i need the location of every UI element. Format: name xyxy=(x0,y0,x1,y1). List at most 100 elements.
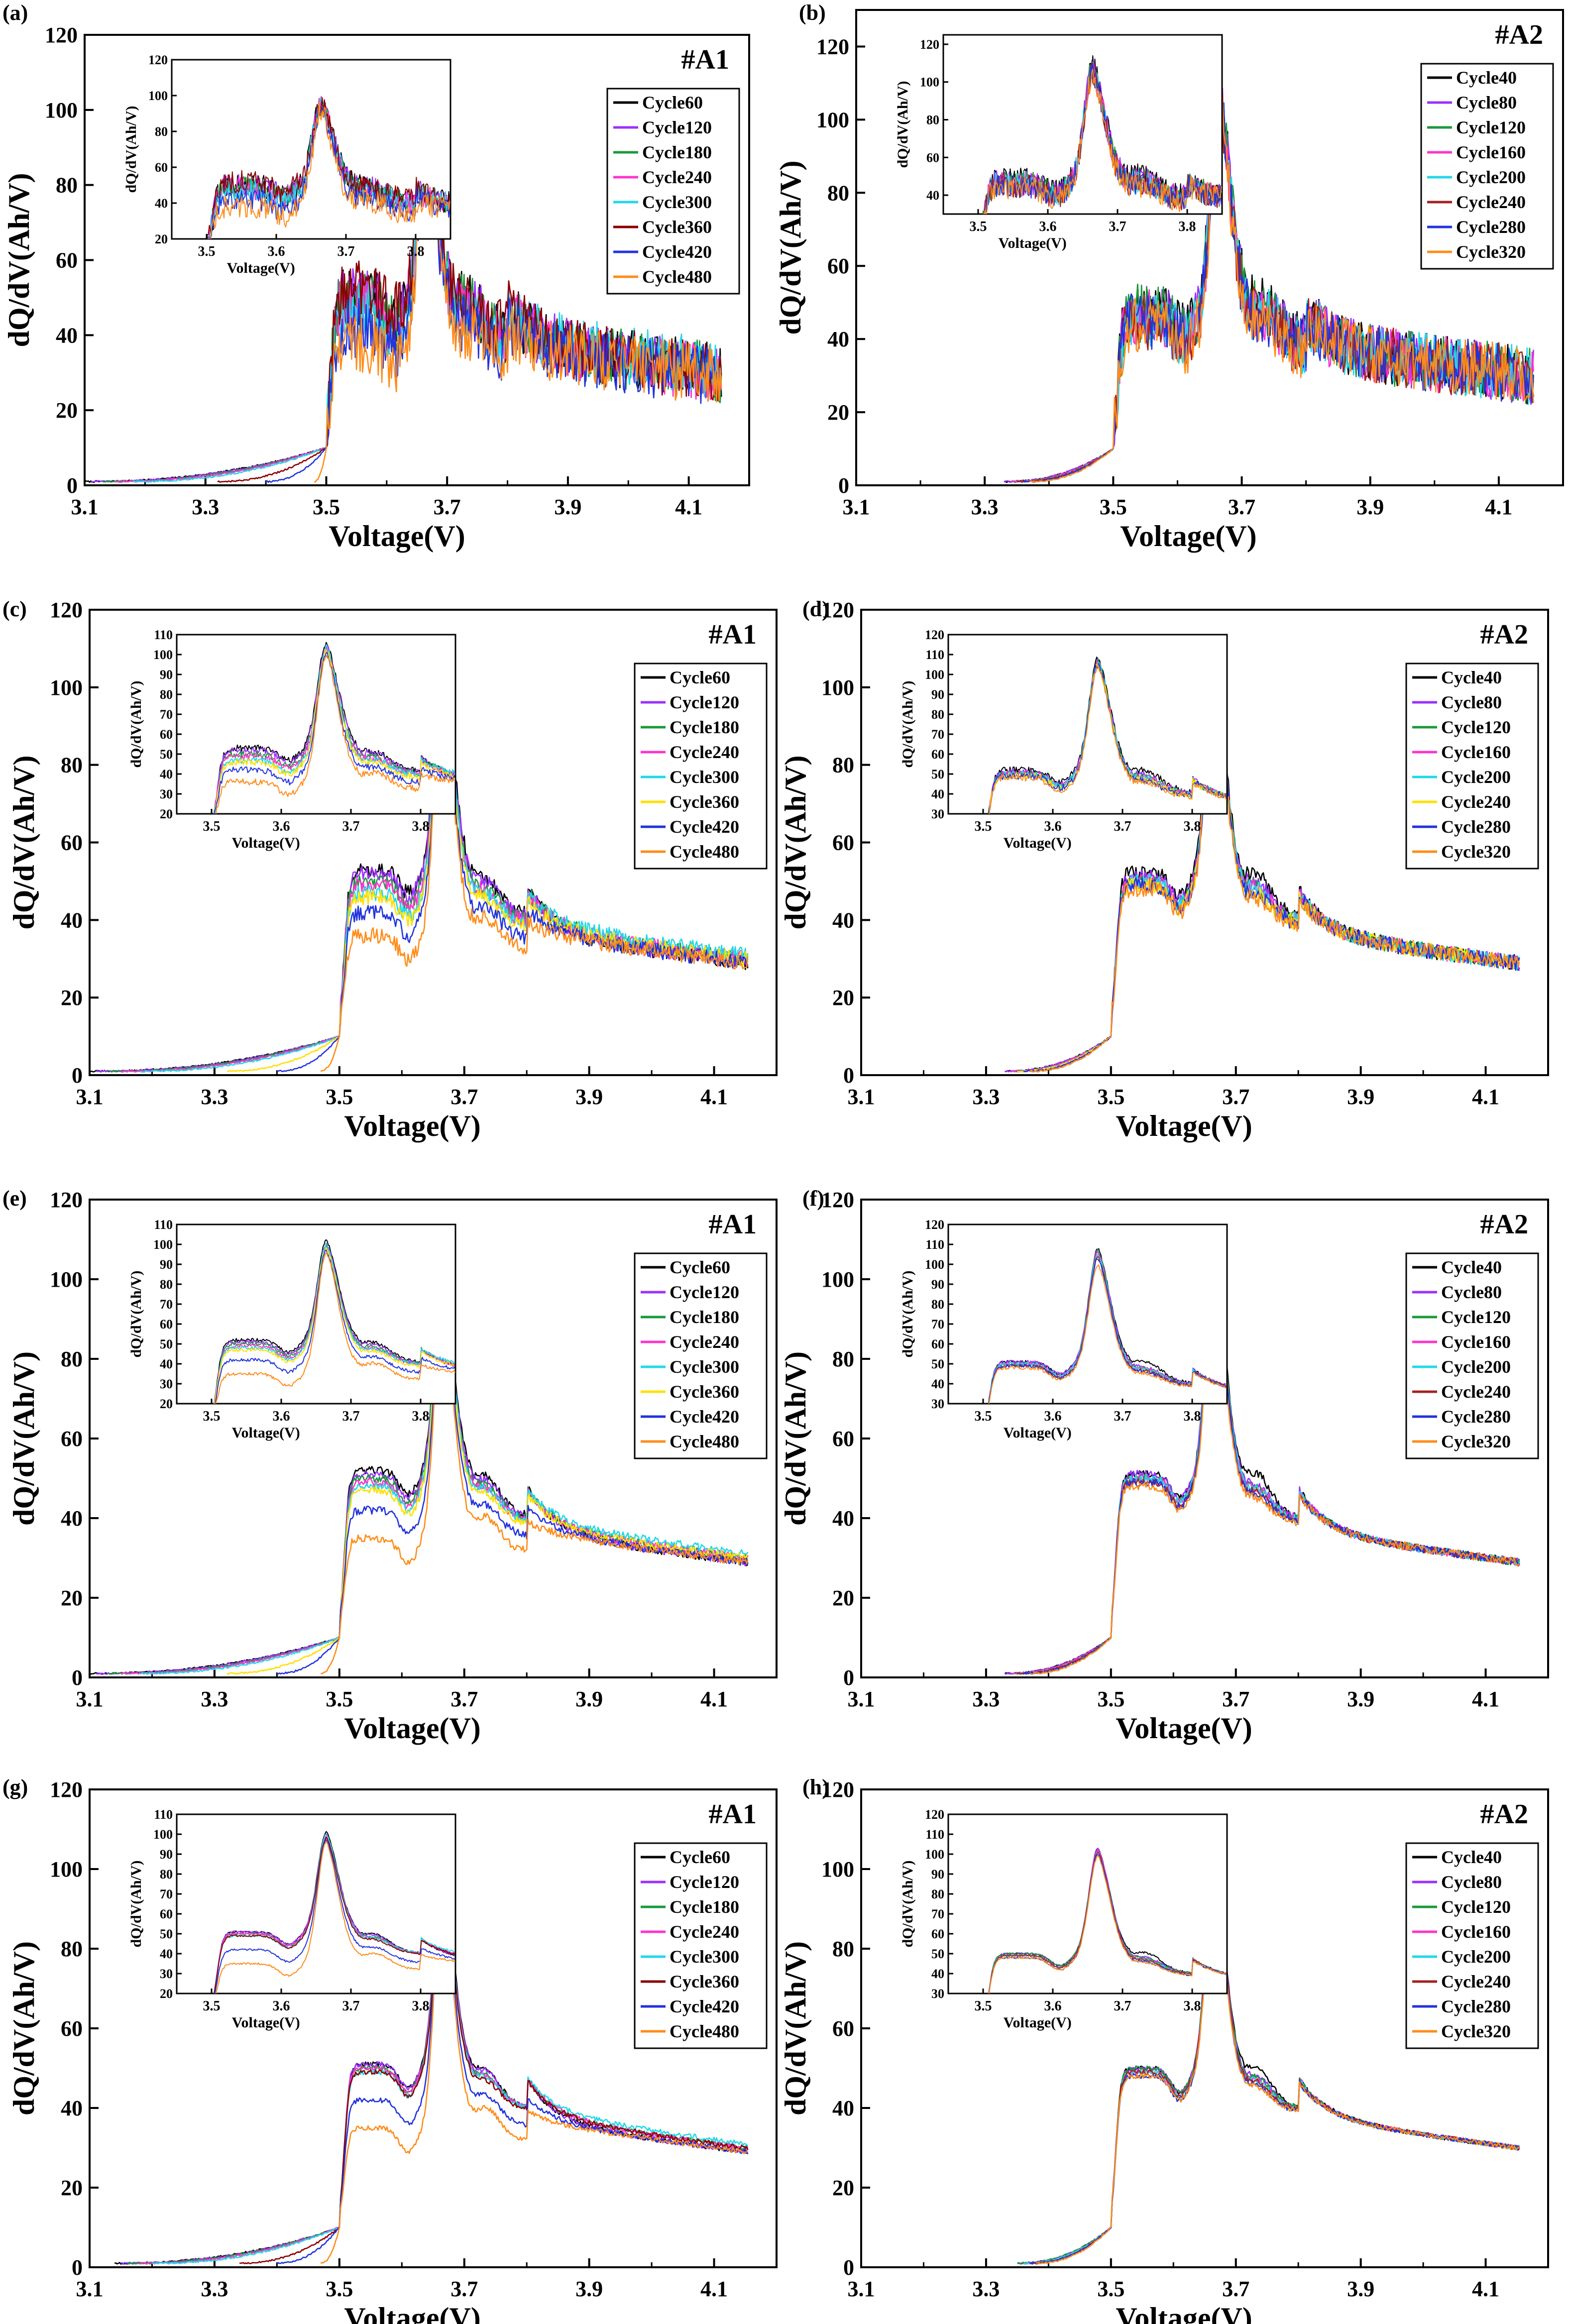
inset-x-tick-label: 3.8 xyxy=(1184,1998,1201,2014)
inset-y-tick-label: 30 xyxy=(931,1397,944,1411)
legend-label: Cycle320 xyxy=(1456,242,1526,262)
y-tick-label: 100 xyxy=(50,1267,83,1292)
inset-y-tick-label: 100 xyxy=(920,75,939,90)
inset-series-group xyxy=(988,1848,1227,1993)
inset-y-tick-label: 50 xyxy=(160,1337,173,1351)
inset-x-tick-label: 3.5 xyxy=(198,244,216,259)
inset-y-tick-label: 110 xyxy=(925,1237,944,1252)
y-axis-label: dQ/dV(Ah/V) xyxy=(779,755,812,929)
y-tick-label: 80 xyxy=(61,753,83,777)
series-line-cycle240 xyxy=(1016,88,1534,483)
x-tick-label: 3.3 xyxy=(201,1687,228,1711)
x-tick-label: 3.7 xyxy=(450,1085,478,1109)
x-axis-label: Voltage(V) xyxy=(344,1109,480,1142)
inset-y-tick-label: 30 xyxy=(160,1377,173,1391)
inset-x-tick-label: 3.7 xyxy=(1109,219,1126,234)
inset-x-tick-label: 3.7 xyxy=(342,819,360,834)
legend-label: Cycle240 xyxy=(670,1332,739,1352)
inset-x-axis-label: Voltage(V) xyxy=(1004,835,1072,851)
x-axis-label: Voltage(V) xyxy=(344,2302,480,2324)
y-tick-label: 120 xyxy=(50,598,83,622)
legend-label: Cycle360 xyxy=(670,1382,739,1402)
legend-label: Cycle160 xyxy=(1441,1332,1511,1352)
y-tick-label: 0 xyxy=(843,2255,854,2280)
inset-y-axis-label: dQ/dV(Ah/V) xyxy=(128,1860,144,1947)
legend-label: Cycle200 xyxy=(1441,1947,1511,1967)
chart-panel-c: (c) 3.1 3.3 3.5 3.7 3.9 4.1 0 20 40 60 80 100 120 Volt… xyxy=(2,597,778,1142)
legend-label: Cycle280 xyxy=(1441,1407,1511,1427)
legend-box xyxy=(634,663,768,870)
series-group xyxy=(85,107,722,483)
inset-y-axis-label: dQ/dV(Ah/V) xyxy=(899,680,916,768)
inset-x-tick-label: 3.5 xyxy=(975,819,992,834)
x-tick-label: 3.9 xyxy=(1356,495,1384,519)
legend-label: Cycle80 xyxy=(1441,1872,1502,1892)
inset-x-tick-label: 3.5 xyxy=(970,219,987,234)
legend-label: Cycle240 xyxy=(1441,1382,1511,1402)
x-tick-label: 3.9 xyxy=(1347,1085,1374,1109)
cell-tag: #A2 xyxy=(1480,1209,1528,1240)
inset-x-tick-label: 3.8 xyxy=(1184,1409,1201,1424)
cell-tag: #A2 xyxy=(1480,619,1528,650)
panel-label: (g) xyxy=(2,1775,28,1799)
y-tick-label: 100 xyxy=(821,1857,854,1881)
inset-y-tick-label: 40 xyxy=(931,1967,944,1981)
inset-x-tick-label: 3.7 xyxy=(1114,1998,1131,2014)
y-tick-label: 60 xyxy=(61,2016,83,2041)
inset-y-tick-label: 100 xyxy=(925,1847,944,1862)
x-tick-label: 4.1 xyxy=(1485,495,1512,519)
y-tick-label: 120 xyxy=(821,598,854,622)
inset-chart: 3.5 3.6 3.7 3.8 40 60 80 100 120 Voltage(V) dQ/dV(… xyxy=(895,34,1223,251)
legend-label: Cycle480 xyxy=(670,2021,739,2041)
legend-label: Cycle40 xyxy=(1456,68,1517,88)
inset-y-tick-label: 100 xyxy=(153,648,173,662)
legend-label: Cycle300 xyxy=(670,767,739,787)
series-line-cycle320 xyxy=(1029,85,1534,483)
x-tick-label: 3.1 xyxy=(848,2277,875,2301)
legend-label: Cycle60 xyxy=(642,93,703,112)
inset-y-tick-label: 80 xyxy=(160,687,173,702)
inset-series-group xyxy=(213,1239,455,1404)
y-tick-label: 40 xyxy=(61,2096,83,2120)
inset-series-group xyxy=(213,642,455,814)
y-tick-label: 120 xyxy=(821,1777,854,1802)
inset-y-tick-label: 40 xyxy=(160,1357,173,1371)
y-tick-label: 100 xyxy=(50,675,83,700)
x-axis-label: Voltage(V) xyxy=(1116,1712,1252,1745)
inset-y-tick-label: 110 xyxy=(925,648,944,662)
inset-x-tick-label: 3.8 xyxy=(1184,819,1201,834)
inset-x-tick-label: 3.8 xyxy=(412,1998,430,2014)
inset-y-tick-label: 120 xyxy=(920,37,939,52)
y-tick-label: 60 xyxy=(832,831,854,855)
inset-y-tick-label: 120 xyxy=(148,53,168,67)
inset-y-tick-label: 50 xyxy=(931,1947,944,1961)
inset-y-tick-label: 90 xyxy=(160,1257,173,1272)
x-tick-label: 3.7 xyxy=(1222,2277,1249,2301)
legend-label: Cycle200 xyxy=(1456,167,1526,187)
inset-series-line-cycle320 xyxy=(989,664,1227,814)
inset-y-tick-label: 70 xyxy=(160,1297,173,1312)
inset-series-line-cycle320 xyxy=(988,1264,1227,1404)
series-line-cycle320 xyxy=(1029,1277,1520,1675)
chart-panel-d: (d) 3.1 3.3 3.5 3.7 3.9 4.1 0 20 40 60 80 100 120 Volt… xyxy=(779,597,1549,1142)
x-tick-label: 3.3 xyxy=(972,1687,1000,1711)
inset-x-tick-label: 3.6 xyxy=(268,244,285,259)
x-tick-label: 3.3 xyxy=(192,495,219,519)
legend-label: Cycle420 xyxy=(670,817,739,837)
y-axis-label: dQ/dV(Ah/V) xyxy=(2,173,35,347)
inset-chart: 3.5 3.6 3.7 3.8 20 30 40 50 60 70 80 90 100 110 Voltag… xyxy=(128,1807,456,2031)
inset-series-line-cycle420 xyxy=(215,1249,455,1404)
x-tick-label: 3.3 xyxy=(971,495,999,519)
inset-series-group xyxy=(988,1248,1227,1404)
inset-x-tick-label: 3.6 xyxy=(273,819,290,834)
series-line-cycle480 xyxy=(320,1886,748,2264)
y-axis-label: dQ/dV(Ah/V) xyxy=(779,1351,812,1526)
y-tick-label: 40 xyxy=(832,908,854,932)
y-axis-label: dQ/dV(Ah/V) xyxy=(774,160,807,334)
panel-label: (f) xyxy=(802,1186,824,1211)
inset-y-tick-label: 60 xyxy=(931,1927,944,1941)
y-tick-label: 120 xyxy=(50,1777,83,1802)
inset-y-tick-label: 60 xyxy=(160,1317,173,1331)
y-tick-label: 100 xyxy=(50,1857,83,1881)
inset-y-tick-label: 60 xyxy=(155,160,168,175)
